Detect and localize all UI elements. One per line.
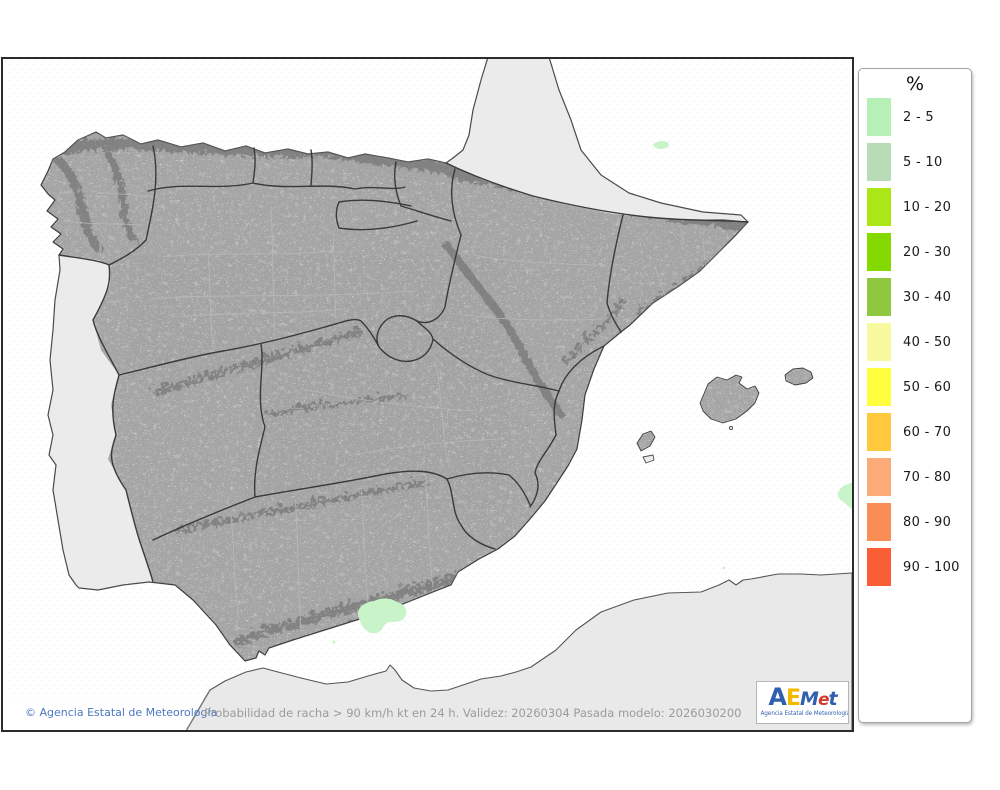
logo-letter-e: E [786, 686, 801, 711]
logo-letter-m: M [800, 688, 819, 710]
legend-item: 90 - 100 [867, 548, 971, 586]
legend-swatch [867, 548, 891, 586]
legend-swatch [867, 278, 891, 316]
legend: % 2 - 5 5 - 10 10 - 20 20 - 30 30 - 40 4… [858, 68, 972, 723]
aemet-wordmark: AEMet [757, 682, 848, 711]
aemet-logo: AEMet Agencia Estatal de Meteorología [756, 681, 849, 724]
legend-item: 20 - 30 [867, 233, 971, 271]
copyright-strip [3, 700, 204, 730]
legend-title: % [905, 73, 925, 95]
legend-label: 5 - 10 [903, 154, 943, 170]
legend-label: 10 - 20 [903, 199, 952, 215]
legend-label: 30 - 40 [903, 289, 952, 305]
legend-label: 50 - 60 [903, 379, 952, 395]
legend-item: 40 - 50 [867, 323, 971, 361]
map-frame [1, 57, 854, 732]
product-info-text: Probabilidad de racha > 90 km/h kt en 24… [204, 706, 742, 720]
probability-patches [332, 141, 852, 644]
legend-swatch [867, 98, 891, 136]
legend-swatch [867, 143, 891, 181]
legend-item: 5 - 10 [867, 143, 971, 181]
legend-label: 90 - 100 [903, 559, 960, 575]
legend-swatch [867, 188, 891, 226]
legend-item: 2 - 5 [867, 98, 971, 136]
legend-label: 70 - 80 [903, 469, 952, 485]
logo-letter-a: A [768, 683, 787, 711]
legend-item: 30 - 40 [867, 278, 971, 316]
map-canvas [3, 59, 852, 730]
legend-item: 50 - 60 [867, 368, 971, 406]
legend-swatch [867, 233, 891, 271]
logo-letter-e2: e [817, 690, 829, 710]
legend-label: 60 - 70 [903, 424, 952, 440]
legend-swatch [867, 368, 891, 406]
legend-swatch [867, 413, 891, 451]
legend-item: 80 - 90 [867, 503, 971, 541]
legend-item: 70 - 80 [867, 458, 971, 496]
legend-swatch [867, 458, 891, 496]
legend-label: 2 - 5 [903, 109, 934, 125]
copyright-text: © Agencia Estatal de Meteorología [25, 706, 218, 719]
legend-label: 20 - 30 [903, 244, 952, 260]
legend-label: 40 - 50 [903, 334, 952, 350]
legend-swatch [867, 323, 891, 361]
footer-divider [185, 689, 211, 730]
legend-label: 80 - 90 [903, 514, 952, 530]
legend-swatch [867, 503, 891, 541]
region-borders [58, 145, 749, 583]
aemet-logo-subtitle: Agencia Estatal de Meteorología [760, 710, 849, 717]
legend-item: 60 - 70 [867, 413, 971, 451]
africa-landmass [184, 572, 852, 730]
logo-letter-t: t [828, 688, 837, 710]
legend-item: 10 - 20 [867, 188, 971, 226]
